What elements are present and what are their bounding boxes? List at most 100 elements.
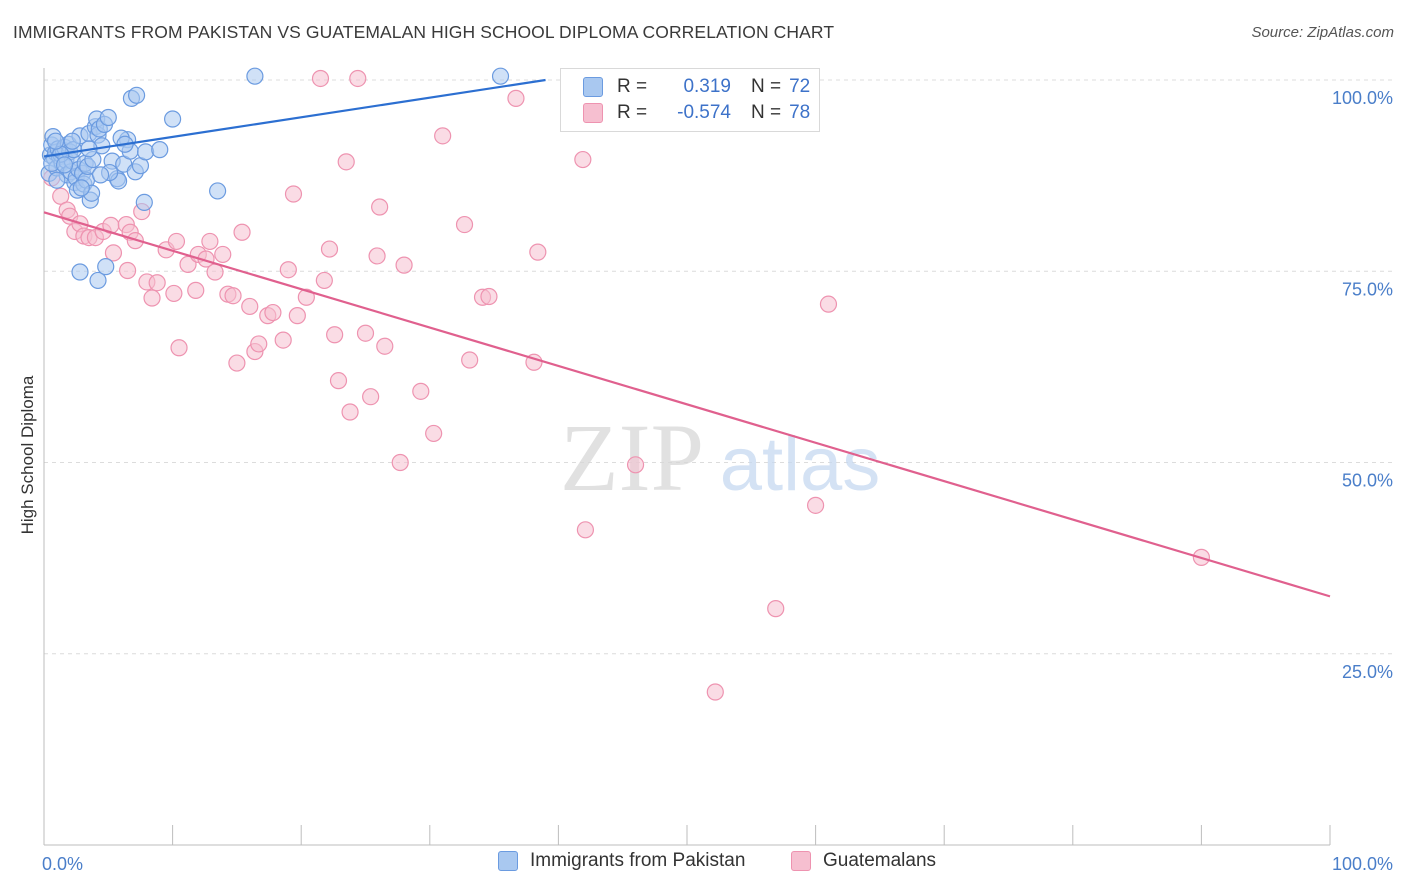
guatemalans-point <box>368 247 386 265</box>
guatemalans-point <box>412 382 430 400</box>
gridlines <box>44 79 1392 655</box>
guatemalans-point <box>311 69 330 88</box>
legend-row-guatemalans: R = -0.574 N = 78 <box>583 101 810 125</box>
pakistan-point <box>55 156 74 174</box>
guatemalans-point <box>362 388 380 406</box>
legend-n-label-guatemalans: N = <box>751 102 782 123</box>
pakistan-point <box>89 271 107 290</box>
legend-r-label-guatemalans: R = <box>617 102 648 123</box>
guatemalans-point <box>806 496 825 514</box>
series-legend-guatemalans[interactable]: Guatemalans <box>791 850 936 872</box>
guatemalans-point <box>391 453 409 472</box>
guatemalans-point <box>434 127 452 145</box>
guatemalans-point <box>395 256 413 274</box>
guatemalans-point <box>706 683 724 701</box>
guatemalans-point <box>241 297 259 316</box>
watermark-atlas: atlas <box>720 422 881 507</box>
y-tick-labels: 100.0% 75.0% 50.0% 25.0% <box>1332 88 1393 682</box>
guatemalans-point <box>371 198 389 216</box>
guatemalans-point <box>165 284 183 303</box>
series-legend-label-pakistan: Immigrants from Pakistan <box>530 850 746 871</box>
guatemalans-point <box>250 335 268 353</box>
pakistan-point <box>127 86 146 104</box>
x-tick-label-max: 100.0% <box>1332 854 1393 874</box>
guatemalans-point <box>284 185 303 203</box>
guatemalans-point <box>329 372 348 390</box>
legend-swatch-guatemalans <box>583 103 603 123</box>
pakistan-point <box>72 179 90 197</box>
series-legend: Immigrants from Pakistan Guatemalans <box>0 850 1406 880</box>
pakistan-point <box>135 193 153 211</box>
watermark: ZIP atlas <box>560 404 880 511</box>
pakistan-point <box>491 67 510 85</box>
legend-swatch-pakistan <box>583 77 603 97</box>
guatemalans-point <box>529 243 547 261</box>
pakistan-point <box>97 258 115 276</box>
guatemalans-point <box>315 271 333 290</box>
guatemalans-point <box>349 69 367 88</box>
guatemalans-point <box>104 244 123 262</box>
guatemalans-point <box>143 289 161 307</box>
guatemalans-point <box>118 261 137 280</box>
y-tick-label: 25.0% <box>1342 662 1393 682</box>
x-tick-label-min: 0.0% <box>42 854 83 874</box>
y-tick-label: 50.0% <box>1342 471 1393 491</box>
guatemalans-point <box>461 351 479 369</box>
guatemalans-point <box>170 339 188 357</box>
guatemalans-point <box>480 287 498 306</box>
source-credit: Source: ZipAtlas.com <box>1251 24 1394 41</box>
correlation-legend: R = 0.319 N = 72 R = -0.574 N = 78 <box>560 68 820 132</box>
guatemalans-point <box>576 521 595 539</box>
series-legend-swatch-pakistan <box>498 851 518 871</box>
pakistan-point <box>63 132 81 150</box>
guatemalans-point <box>297 288 315 306</box>
guatemalans-point <box>341 403 359 421</box>
x-tick-labels: 0.0% 100.0% <box>42 854 1393 874</box>
legend-row-pakistan: R = 0.319 N = 72 <box>583 75 810 99</box>
pakistan-point <box>99 108 117 127</box>
guatemalans-point <box>148 274 166 292</box>
guatemalans-point <box>214 245 232 264</box>
guatemalans-point <box>288 307 306 325</box>
legend-r-value-pakistan: 0.319 <box>683 76 731 97</box>
guatemalans-trend-line <box>43 211 1331 598</box>
guatemalans-point <box>574 150 592 169</box>
pakistan-point <box>48 171 66 189</box>
series-legend-pakistan[interactable]: Immigrants from Pakistan <box>498 850 745 872</box>
guatemalans-point <box>52 187 70 205</box>
guatemalans-point <box>819 295 838 313</box>
guatemalans-point <box>233 223 251 241</box>
pakistan-point <box>246 67 264 85</box>
legend-n-value-pakistan: 72 <box>789 76 811 97</box>
guatemalans-point <box>206 263 224 281</box>
series-legend-swatch-guatemalans <box>791 851 811 871</box>
pakistan-point <box>151 141 169 159</box>
guatemalans-point <box>187 281 205 299</box>
guatemalans-point <box>356 324 375 342</box>
guatemalans-point <box>274 331 292 349</box>
pakistan-point <box>46 132 65 150</box>
guatemalans-point <box>201 232 219 251</box>
series-legend-label-guatemalans: Guatemalans <box>823 850 937 871</box>
legend-r-value-guatemalans: -0.574 <box>677 102 731 123</box>
pakistan-point <box>209 182 227 200</box>
chart-title: IMMIGRANTS FROM PAKISTAN VS GUATEMALAN H… <box>13 22 835 42</box>
guatemalans-point <box>224 287 242 305</box>
y-tick-label: 100.0% <box>1332 88 1393 108</box>
guatemalans-point <box>337 153 355 171</box>
legend-n-value-guatemalans: 78 <box>789 102 811 123</box>
guatemalans-point <box>326 326 344 344</box>
pakistan-trend-line <box>43 78 546 158</box>
guatemalans-point <box>228 354 246 372</box>
guatemalans-point <box>455 215 474 234</box>
pakistan-point <box>71 263 89 281</box>
pakistan-point <box>91 166 110 184</box>
guatemalans-point <box>507 89 525 107</box>
guatemalans-point <box>167 232 186 251</box>
guatemalans-point <box>626 456 645 474</box>
axes <box>43 68 1331 846</box>
guatemalans-point <box>425 424 443 443</box>
legend-n-label-pakistan: N = <box>751 76 782 97</box>
pakistan-point <box>164 110 182 128</box>
